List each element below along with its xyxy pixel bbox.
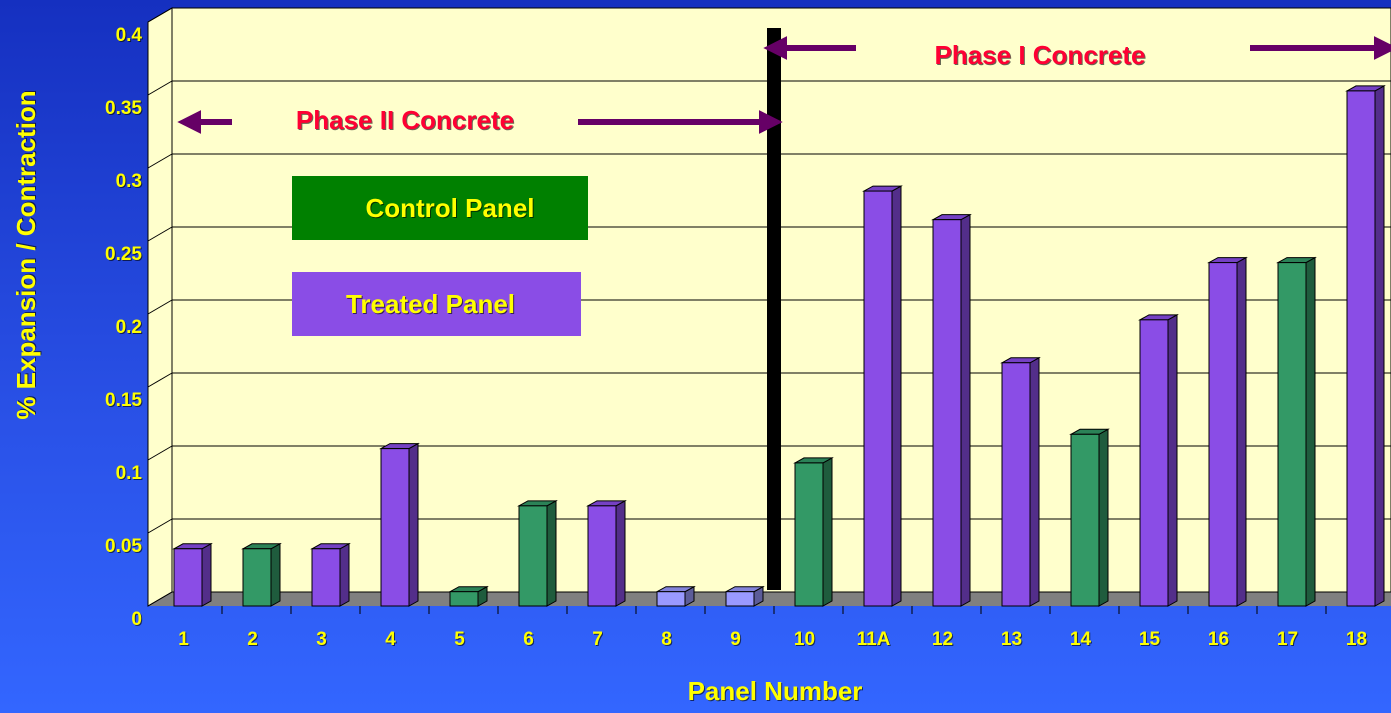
bar [173,548,203,607]
bar [242,548,272,607]
bar-side [1305,256,1316,607]
x-tick-label: 3 [316,629,327,650]
y-tick [147,226,173,242]
annotation: Phase II Concrete [296,105,514,135]
arrow-head [763,36,787,60]
x-tick-label: 7 [592,629,603,650]
y-axis-label: % Expansion / Contraction [11,90,41,419]
bar [932,219,962,607]
bar [1001,362,1031,607]
bar-side [270,542,281,607]
bar-side [822,457,833,607]
bar-side [1236,256,1247,607]
y-tick-label: 0.15 [105,390,142,411]
legend-label: Treated Panel [346,289,515,319]
x-tick-label: 12 [932,629,953,650]
bar [794,462,824,607]
bar [863,190,893,607]
x-tick-label: 4 [385,629,396,650]
x-tick-label: 11A [857,629,891,650]
bar-side [339,542,350,607]
bar-side [546,499,557,607]
y-tick [147,591,173,607]
x-tick-label: 13 [1001,629,1022,650]
bar [1346,90,1376,607]
y-tick [147,153,173,169]
legend-box [292,272,581,336]
phase-arrows [177,36,1391,134]
y-tick-label: 0 [131,609,142,630]
y-tick [147,445,173,461]
bar-side [960,213,971,607]
bar [1208,262,1238,607]
y-tick [147,518,173,534]
bar [1139,319,1169,607]
x-tick-label: 9 [730,629,741,650]
annotation: Phase I Concrete [935,40,1146,70]
bar [725,591,755,607]
bar-side [615,499,626,607]
bar-side [201,542,212,607]
bar-side [1167,313,1178,607]
y-tick [147,372,173,388]
bar-side [1374,85,1385,607]
legend-box [292,176,588,240]
bar [449,591,479,607]
x-tick-label: 2 [247,629,258,650]
x-tick-label: 18 [1346,629,1367,650]
y-tick-label: 0.3 [116,171,142,192]
bar-side [408,442,419,607]
x-axis-label: Panel Number [688,676,863,706]
y-tick-label: 0.2 [116,317,142,338]
x-tick-label: 1 [178,629,189,650]
x-tick-label: 15 [1139,629,1161,650]
bar [1277,262,1307,607]
bar [518,505,548,607]
bar [1070,433,1100,607]
bar-side [1098,428,1109,607]
arrow-head [1374,36,1391,60]
x-tick-label: 8 [661,629,672,650]
arrow-head [177,110,201,134]
bar [380,448,410,607]
legend-label: Control Panel [365,193,534,223]
x-tick-label: 6 [523,629,534,650]
x-tick-label: 17 [1277,629,1298,650]
x-tick-label: 14 [1070,629,1092,650]
phase-divider [767,28,781,590]
y-tick-label: 0.1 [116,463,143,484]
arrow-head [759,110,783,134]
y-tick [147,299,173,315]
y-tick-label: 0.25 [105,244,142,265]
x-tick-label: 5 [454,629,465,650]
bar-side [891,185,902,607]
y-tick-label: 0.35 [105,98,142,119]
y-tick-label: 0.05 [105,536,142,557]
bar-side [1029,356,1040,607]
bar [587,505,617,607]
x-tick-label: 10 [794,629,815,650]
x-tick-label: 16 [1208,629,1229,650]
y-tick [147,80,173,96]
bar [311,548,341,607]
y-tick [147,7,173,23]
y-tick-label: 0.4 [116,25,143,46]
bar [656,591,686,607]
